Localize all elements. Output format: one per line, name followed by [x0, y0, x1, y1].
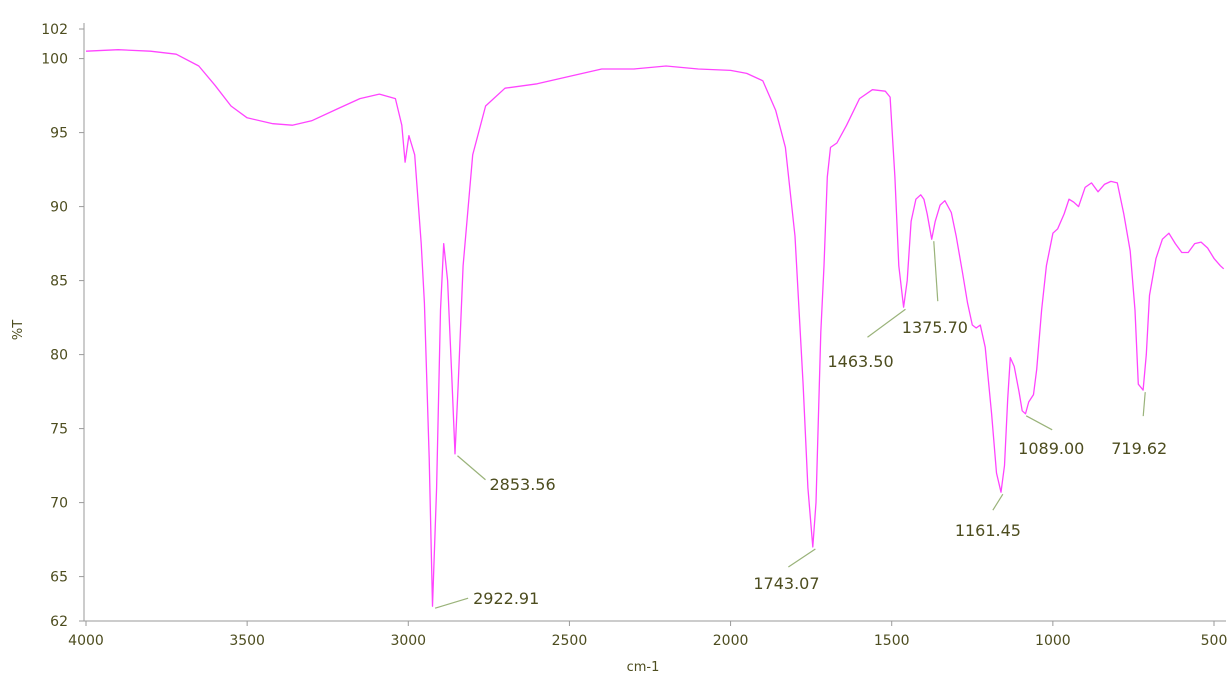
y-tick-label: 65	[50, 570, 68, 586]
spectrum-line	[85, 49, 1225, 607]
x-tick-label: 3000	[390, 633, 426, 649]
x-tick-label: 1500	[874, 633, 910, 649]
peak-label: 719.62	[1111, 439, 1167, 458]
y-tick-label: 75	[50, 422, 68, 438]
peak-leader-line	[788, 548, 816, 568]
y-tick-label: 70	[50, 496, 68, 512]
y-tick-label: 102	[41, 22, 68, 38]
y-tick-label: 62	[50, 614, 68, 630]
x-tick-group: 4000 3500 3000 2500 2000 1500 1000 500	[68, 621, 1227, 649]
y-tick-label: 85	[50, 274, 68, 290]
peak-label: 1089.00	[1018, 439, 1084, 458]
x-tick-label: 2000	[713, 633, 749, 649]
peak-label: 2922.91	[473, 589, 539, 608]
peak-annotation-group: 2922.91 2853.56 1743.07 1463.50 1375.70 1161.…	[434, 241, 1167, 609]
axes	[83, 23, 1226, 622]
peak-leader-line	[457, 455, 486, 481]
x-tick-label: 500	[1201, 633, 1228, 649]
y-tick-label: 95	[50, 126, 68, 142]
x-axis-title: cm-1	[627, 660, 660, 675]
peak-label: 1743.07	[753, 574, 819, 593]
y-tick-group: 62 65 70 75 80 85 90 95 100 102	[41, 22, 84, 630]
y-tick-label: 100	[41, 52, 68, 68]
peak-leader-line	[867, 308, 906, 338]
peak-leader-line	[1025, 415, 1053, 431]
peak-leader-line	[1142, 392, 1146, 417]
x-tick-label: 1000	[1035, 633, 1071, 649]
peak-label: 1375.70	[902, 318, 968, 337]
y-tick-label: 90	[50, 200, 68, 216]
peak-label: 1463.50	[827, 352, 893, 371]
peak-leader-line	[933, 241, 939, 302]
peak-leader-line	[434, 597, 469, 609]
peak-label: 2853.56	[489, 475, 555, 494]
y-axis-title: %T	[11, 320, 26, 340]
peak-label: 1161.45	[955, 521, 1021, 540]
x-tick-label: 2500	[552, 633, 588, 649]
x-tick-label: 3500	[229, 633, 265, 649]
y-tick-label: 80	[50, 348, 68, 364]
series-group	[85, 49, 1225, 607]
x-tick-label: 4000	[68, 633, 104, 649]
peak-leader-line	[992, 493, 1004, 511]
